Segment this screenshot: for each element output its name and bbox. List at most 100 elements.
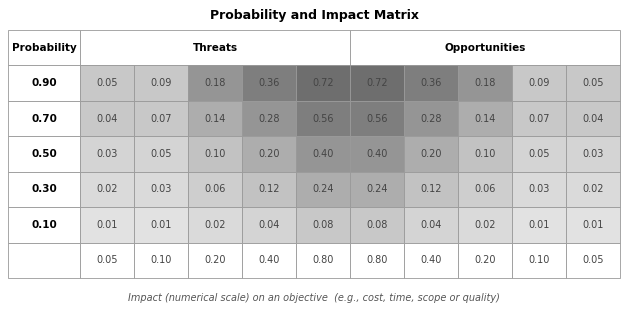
Bar: [458, 207, 512, 242]
Text: 0.03: 0.03: [528, 184, 550, 194]
Text: 0.02: 0.02: [97, 184, 118, 194]
Bar: [8, 136, 80, 172]
Bar: [188, 207, 242, 242]
Text: 0.10: 0.10: [151, 255, 172, 265]
Bar: [242, 242, 296, 278]
Text: 0.01: 0.01: [151, 220, 172, 230]
Text: 0.72: 0.72: [312, 78, 334, 88]
Bar: [458, 136, 512, 172]
Bar: [80, 65, 134, 101]
Bar: [134, 207, 188, 242]
Bar: [404, 207, 458, 242]
Bar: [350, 30, 620, 65]
Text: 0.06: 0.06: [474, 184, 495, 194]
Bar: [134, 101, 188, 136]
Bar: [134, 136, 188, 172]
Bar: [512, 207, 566, 242]
Text: 0.10: 0.10: [31, 220, 57, 230]
Text: 0.06: 0.06: [205, 184, 226, 194]
Text: 0.24: 0.24: [366, 184, 388, 194]
Text: 0.20: 0.20: [474, 255, 495, 265]
Bar: [458, 101, 512, 136]
Text: 0.18: 0.18: [205, 78, 226, 88]
Text: 0.01: 0.01: [528, 220, 550, 230]
Bar: [242, 136, 296, 172]
Bar: [296, 101, 350, 136]
Bar: [8, 172, 80, 207]
Text: 0.12: 0.12: [420, 184, 442, 194]
Bar: [512, 136, 566, 172]
Bar: [350, 101, 404, 136]
Bar: [512, 101, 566, 136]
Bar: [134, 242, 188, 278]
Bar: [350, 242, 404, 278]
Bar: [80, 136, 134, 172]
Text: 0.10: 0.10: [528, 255, 550, 265]
Text: Probability: Probability: [12, 43, 77, 53]
Text: 0.80: 0.80: [366, 255, 387, 265]
Text: 0.03: 0.03: [582, 149, 604, 159]
Text: 0.20: 0.20: [204, 255, 226, 265]
Text: 0.18: 0.18: [474, 78, 495, 88]
Bar: [188, 101, 242, 136]
Bar: [404, 65, 458, 101]
Bar: [566, 172, 620, 207]
Text: 0.08: 0.08: [313, 220, 334, 230]
Bar: [566, 242, 620, 278]
Text: 0.14: 0.14: [474, 113, 495, 124]
Bar: [242, 101, 296, 136]
Bar: [296, 172, 350, 207]
Text: 0.05: 0.05: [97, 255, 118, 265]
Bar: [80, 30, 350, 65]
Bar: [512, 65, 566, 101]
Bar: [512, 242, 566, 278]
Bar: [242, 65, 296, 101]
Text: 0.40: 0.40: [313, 149, 334, 159]
Bar: [8, 30, 80, 65]
Text: 0.03: 0.03: [151, 184, 172, 194]
Text: 0.02: 0.02: [204, 220, 226, 230]
Text: 0.24: 0.24: [312, 184, 334, 194]
Bar: [242, 172, 296, 207]
Bar: [80, 172, 134, 207]
Text: 0.36: 0.36: [420, 78, 441, 88]
Text: 0.72: 0.72: [366, 78, 388, 88]
Bar: [80, 101, 134, 136]
Bar: [134, 172, 188, 207]
Text: 0.56: 0.56: [366, 113, 388, 124]
Bar: [296, 207, 350, 242]
Bar: [404, 242, 458, 278]
Text: 0.07: 0.07: [528, 113, 550, 124]
Text: 0.90: 0.90: [31, 78, 57, 88]
Text: 0.02: 0.02: [582, 184, 604, 194]
Bar: [566, 136, 620, 172]
Text: 0.30: 0.30: [31, 184, 57, 194]
Text: 0.36: 0.36: [259, 78, 280, 88]
Text: 0.05: 0.05: [97, 78, 118, 88]
Bar: [350, 172, 404, 207]
Text: 0.04: 0.04: [420, 220, 441, 230]
Bar: [296, 65, 350, 101]
Bar: [458, 172, 512, 207]
Text: 0.03: 0.03: [97, 149, 118, 159]
Bar: [188, 65, 242, 101]
Text: 0.04: 0.04: [97, 113, 118, 124]
Text: 0.09: 0.09: [151, 78, 172, 88]
Text: Opportunities: Opportunities: [445, 43, 526, 53]
Text: 0.50: 0.50: [31, 149, 57, 159]
Text: 0.10: 0.10: [205, 149, 226, 159]
Bar: [188, 172, 242, 207]
Bar: [566, 101, 620, 136]
Bar: [296, 136, 350, 172]
Bar: [404, 101, 458, 136]
Text: 0.80: 0.80: [313, 255, 334, 265]
Bar: [8, 242, 80, 278]
Text: 0.01: 0.01: [582, 220, 604, 230]
Text: 0.40: 0.40: [259, 255, 280, 265]
Text: 0.12: 0.12: [258, 184, 280, 194]
Text: 0.07: 0.07: [151, 113, 172, 124]
Bar: [458, 242, 512, 278]
Bar: [566, 65, 620, 101]
Text: 0.08: 0.08: [366, 220, 387, 230]
Text: 0.56: 0.56: [312, 113, 334, 124]
